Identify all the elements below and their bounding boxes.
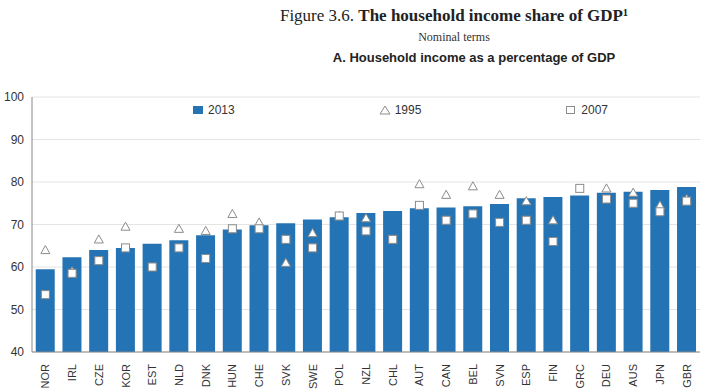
svg-text:POL: POL (333, 364, 345, 386)
svg-text:40: 40 (11, 345, 25, 359)
svg-text:60: 60 (11, 260, 25, 274)
svg-text:CAN: CAN (440, 364, 452, 387)
svg-text:GBR: GBR (681, 364, 693, 388)
svg-text:ESP: ESP (520, 364, 532, 386)
svg-text:AUS: AUS (627, 364, 639, 387)
svg-text:SVN: SVN (494, 364, 506, 387)
html-text:Nominal terms: Nominal terms (418, 30, 490, 44)
svg-text:NZL: NZL (360, 364, 372, 385)
svg-text:BEL: BEL (467, 364, 479, 385)
svg-text:80: 80 (11, 175, 25, 189)
svg-text:90: 90 (11, 133, 25, 147)
svg-text:CHL: CHL (387, 364, 399, 386)
html-text:1995: 1995 (394, 103, 422, 117)
svg-text:FIN: FIN (547, 364, 559, 382)
svg-text:EST: EST (146, 364, 158, 386)
svg-text:SWE: SWE (307, 364, 319, 389)
svg-text:CHE: CHE (253, 364, 265, 387)
html-text:Figure 3.6. The household inco: Figure 3.6. The household income share o… (279, 6, 628, 25)
html-text:2013: 2013 (208, 103, 235, 117)
svg-text:GRC: GRC (574, 364, 586, 389)
svg-text:50: 50 (11, 303, 25, 317)
svg-text:DNK: DNK (200, 363, 212, 387)
svg-text:HUN: HUN (226, 364, 238, 388)
svg-text:DEU: DEU (600, 364, 612, 387)
svg-text:KOR: KOR (120, 364, 132, 388)
svg-text:70: 70 (11, 218, 25, 232)
svg-text:AUT: AUT (413, 364, 425, 386)
svg-text:NOR: NOR (39, 364, 51, 389)
svg-text:100: 100 (4, 90, 24, 104)
svg-text:JPN: JPN (654, 364, 666, 385)
svg-text:IRL: IRL (66, 364, 78, 381)
svg-text:CZE: CZE (93, 364, 105, 386)
html-text:2007: 2007 (581, 103, 608, 117)
svg-text:NLD: NLD (173, 364, 185, 386)
html-text:A. Household income as a perce: A. Household income as a percentage of G… (332, 50, 616, 65)
svg-text:SVK: SVK (280, 363, 292, 386)
